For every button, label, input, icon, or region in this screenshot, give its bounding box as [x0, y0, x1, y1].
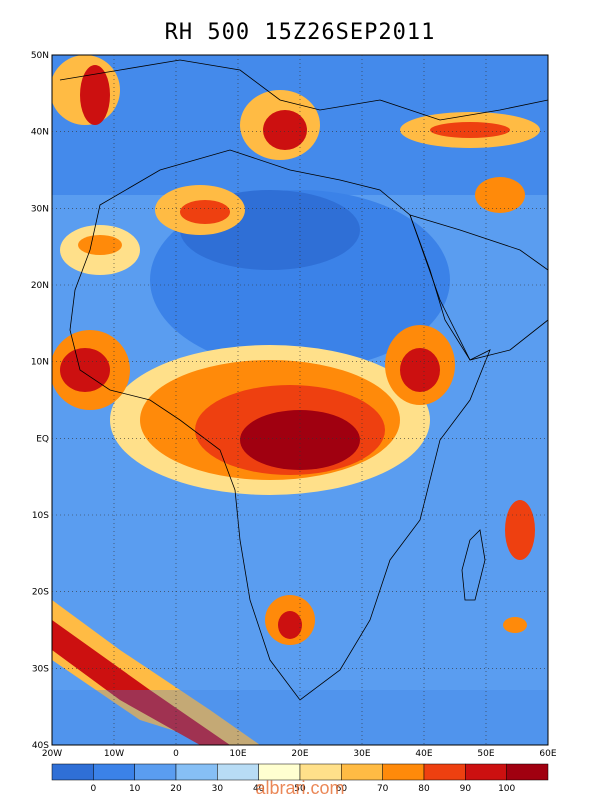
colorbar-label: 60: [336, 784, 348, 794]
lon-label: 10W: [104, 749, 124, 759]
colorbar-label: 0: [90, 784, 96, 794]
lon-label: 20W: [42, 749, 62, 759]
lat-label: EQ: [36, 434, 49, 444]
madagascar-outline: [461, 529, 486, 601]
colorbar-label: 20: [170, 784, 182, 794]
lon-label: 50E: [477, 749, 494, 759]
colorbar-swatch: [506, 763, 549, 781]
colorbar-label: 30: [212, 784, 224, 794]
lat-label: 20S: [32, 588, 49, 598]
colorbar-label: 70: [377, 784, 389, 794]
longitude-labels: 20W 10W 0 10E 20E 30E 40E 50E 60E: [42, 749, 557, 759]
colorbar-label: 90: [460, 784, 472, 794]
lon-label: 10E: [229, 749, 246, 759]
lat-label: 20N: [31, 281, 49, 291]
colorbar-label: 40: [253, 784, 265, 794]
lat-label: 40N: [31, 128, 49, 138]
lon-label: 60E: [539, 749, 556, 759]
colorbar-label: 100: [498, 784, 515, 794]
lat-label: 50N: [31, 51, 49, 61]
latitude-labels: 50N 40N 30N 20N 10N EQ 10S 20S 30S 40S: [31, 51, 49, 751]
lat-label: 30S: [32, 664, 49, 674]
watermark-text: albrari.com: [255, 778, 345, 798]
lat-label: 40S: [32, 741, 49, 751]
coastline: [69, 149, 491, 701]
colorbar-label: 10: [129, 784, 141, 794]
gridlines: [52, 55, 548, 745]
lon-label: 40E: [415, 749, 432, 759]
map-title: RH 500 15Z26SEP2011: [164, 20, 436, 45]
humidity-field: [52, 55, 548, 745]
lat-label: 10N: [31, 358, 49, 368]
lat-label: 30N: [31, 204, 49, 214]
colorbar-label: 80: [418, 784, 430, 794]
lon-label: 20E: [291, 749, 308, 759]
europe-outline: [59, 59, 549, 121]
lon-label: 30E: [353, 749, 370, 759]
colorbar-label: 50: [294, 784, 306, 794]
lat-label: 10S: [32, 511, 49, 521]
lon-label: 0: [173, 749, 179, 759]
colorbar: 0 10 20 30 40 50 60 70 80 90 100: [51, 763, 549, 794]
